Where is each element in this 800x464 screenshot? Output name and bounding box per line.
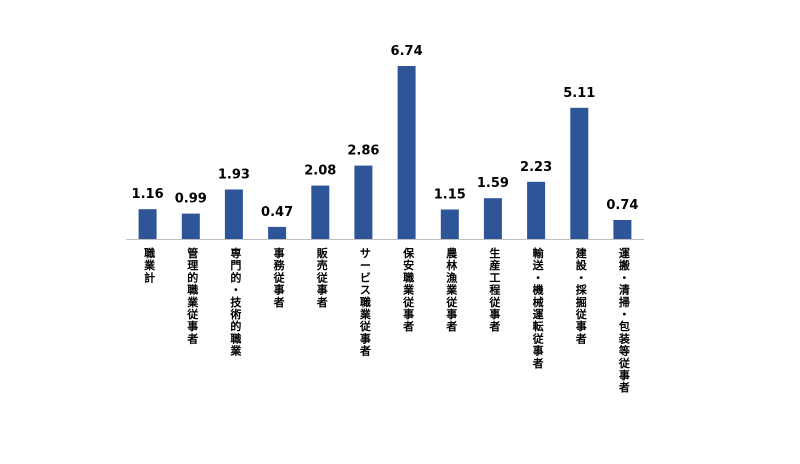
bar-10 [570, 107, 589, 239]
value-label-0: 1.16 [132, 187, 164, 202]
value-label-10: 5.11 [563, 86, 595, 101]
value-label-3: 0.47 [261, 205, 293, 220]
value-label-8: 1.59 [477, 176, 509, 191]
value-labels-group: 1.16 0.99 1.93 0.47 2.08 2.86 6.74 1.15 1.59 2.23… [132, 44, 639, 220]
value-label-1: 0.99 [175, 192, 207, 207]
bar-1 [181, 213, 200, 239]
bar-3 [268, 226, 287, 239]
bar-9 [527, 181, 546, 239]
value-label-6: 6.74 [391, 44, 423, 59]
bar-2 [224, 189, 243, 239]
category-label-8: 生産工程従事者 [488, 246, 501, 333]
bar-0 [138, 209, 157, 239]
value-label-5: 2.86 [347, 144, 379, 159]
value-label-4: 2.08 [304, 164, 336, 179]
category-label-5: サービス職業従事者 [359, 247, 372, 358]
category-label-4: 販売従事者 [316, 246, 329, 309]
bar-4 [311, 185, 330, 239]
value-label-2: 1.93 [218, 168, 250, 183]
bar-11 [613, 220, 632, 239]
category-label-0: 職業計 [143, 246, 156, 284]
bar-5 [354, 165, 373, 239]
category-label-3: 事務従事者 [273, 246, 286, 309]
category-label-11: 運搬・清掃・包装等従事者 [618, 247, 631, 394]
bar-8 [483, 198, 502, 239]
category-label-7: 農林漁業従事者 [445, 246, 458, 333]
bar-6 [397, 66, 416, 239]
bars-group [138, 66, 632, 239]
category-label-1: 管理的職業従事者 [186, 246, 199, 345]
category-label-6: 保安職業従事者 [402, 246, 415, 333]
category-label-10: 建設・採掘従事者 [575, 246, 588, 345]
category-label-2: 専門的・技術的職業 [229, 246, 242, 358]
bar-7 [440, 209, 459, 239]
value-label-11: 0.74 [606, 198, 638, 213]
category-labels-group: 職業計 管理的職業従事者 専門的・技術的職業 事務従事者 販売従事者 サービス職業従事者 保… [143, 246, 631, 394]
category-label-9: 輸送・機械運転従事者 [532, 246, 545, 370]
value-label-7: 1.15 [434, 188, 466, 203]
value-label-9: 2.23 [520, 160, 552, 175]
